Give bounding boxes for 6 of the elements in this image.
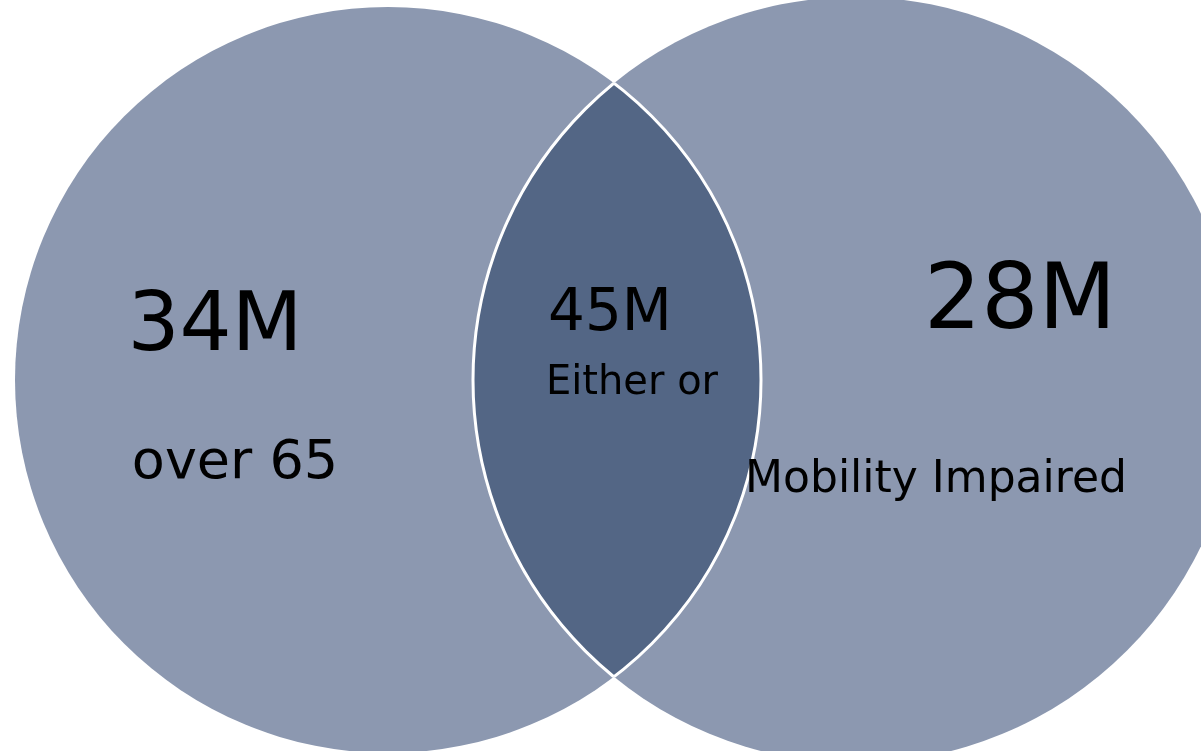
data-label: 34M: [127, 274, 303, 369]
data-label: 45M: [548, 276, 672, 344]
category-label: Either or: [545, 357, 719, 403]
category-label: Mobility Impaired: [745, 451, 1127, 502]
data-label: 28M: [923, 244, 1117, 349]
category-label: over 65: [131, 428, 339, 491]
